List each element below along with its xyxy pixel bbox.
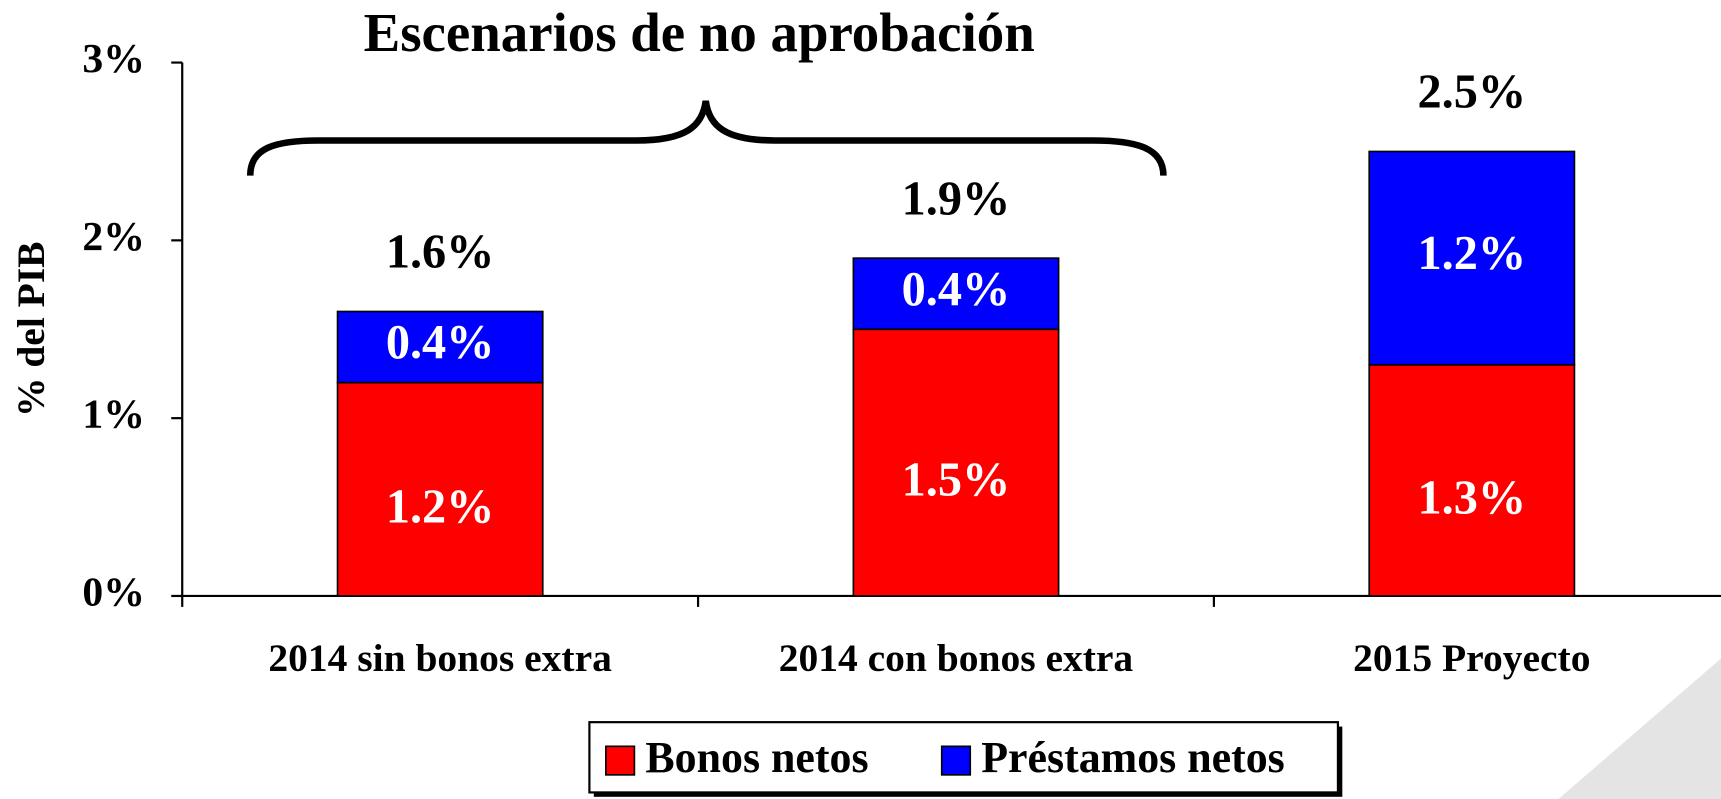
bar-label: 1.2% bbox=[386, 480, 495, 533]
total-label: 1.6% bbox=[386, 226, 495, 279]
bar-segment bbox=[1368, 363, 1576, 597]
y-axis-label: % del PIB bbox=[9, 241, 53, 417]
y-tick-label: 2% bbox=[82, 214, 145, 260]
bar-label: 1.5% bbox=[902, 454, 1011, 507]
bar-segment bbox=[1368, 150, 1576, 366]
legend-label: Préstamos netos bbox=[981, 734, 1285, 782]
legend-swatch bbox=[605, 745, 636, 776]
total-label: 1.9% bbox=[902, 172, 1011, 225]
x-tick-label: 2014 sin bonos extra bbox=[268, 636, 612, 680]
total-label: 2.5% bbox=[1418, 66, 1527, 119]
x-tick-label: 2014 con bonos extra bbox=[779, 636, 1134, 680]
bar-segment bbox=[336, 310, 544, 384]
bar-label: 1.2% bbox=[1418, 227, 1527, 280]
brace bbox=[246, 100, 1167, 176]
bar-segment bbox=[852, 257, 1060, 331]
x-tick-label: 2015 Proyecto bbox=[1353, 636, 1590, 680]
y-tick-label: 3% bbox=[82, 36, 145, 82]
bar-label: 1.3% bbox=[1418, 471, 1527, 524]
y-tick-label: 1% bbox=[82, 392, 145, 438]
legend-swatch bbox=[940, 745, 972, 776]
y-tick-label: 0% bbox=[82, 570, 145, 616]
bar-label: 0.4% bbox=[386, 316, 495, 369]
bar-label: 0.4% bbox=[902, 263, 1011, 316]
chart-title: Escenarios de no aprobación bbox=[364, 2, 1035, 63]
legend-label: Bonos netos bbox=[645, 734, 868, 782]
bar-segment bbox=[336, 381, 544, 597]
